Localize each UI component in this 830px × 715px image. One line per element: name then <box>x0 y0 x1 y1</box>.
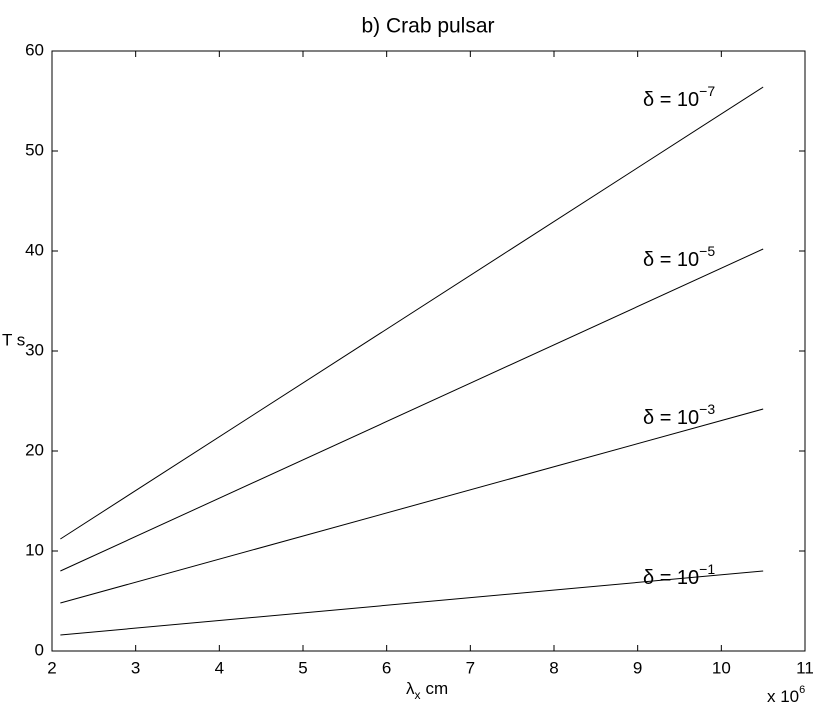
x-axis-label: λx cm <box>406 679 448 702</box>
x-multiplier-base: x 10 <box>767 687 799 706</box>
series-line <box>60 86 764 540</box>
x-tick-label: 9 <box>633 658 642 677</box>
x-tick-label: 2 <box>47 658 56 677</box>
y-axis-label: T s <box>2 330 25 349</box>
series-label-base: δ = 10 <box>643 567 699 589</box>
chart-title: b) Crab pulsar <box>361 15 494 38</box>
series-label: δ = 10−3 <box>643 401 715 430</box>
series-label-exp: −5 <box>699 243 715 259</box>
x-axis-label-sub: x <box>415 688 421 702</box>
series-label-exp: −1 <box>699 561 715 577</box>
series-label-exp: −7 <box>699 83 715 99</box>
x-tick-label: 3 <box>131 658 140 677</box>
y-tick-label: 30 <box>25 340 44 359</box>
x-tick-label: 4 <box>215 658 224 677</box>
x-tick-label: 10 <box>712 658 731 677</box>
y-tick-label: 20 <box>25 440 44 459</box>
x-axis-label-symbol: λ <box>406 679 415 698</box>
y-tick-label: 50 <box>25 140 44 159</box>
series-line <box>60 408 764 604</box>
series-line <box>60 248 764 572</box>
series-label-base: δ = 10 <box>643 89 699 111</box>
x-multiplier: x 106 <box>767 684 805 707</box>
series-line <box>60 570 764 636</box>
series-label: δ = 10−1 <box>643 561 715 590</box>
y-tick-label: 0 <box>35 640 44 659</box>
x-axis-label-unit: cm <box>426 679 449 698</box>
x-tick-label: 11 <box>796 658 814 677</box>
x-tick-label: 8 <box>549 658 558 677</box>
x-tick-label: 6 <box>382 658 391 677</box>
x-tick-label: 5 <box>298 658 307 677</box>
x-tick-label: 7 <box>466 658 475 677</box>
series-label-base: δ = 10 <box>643 249 699 271</box>
y-tick-label: 40 <box>25 240 44 259</box>
y-tick-label: 60 <box>25 40 44 59</box>
x-multiplier-exp: 6 <box>799 684 805 696</box>
series-label: δ = 10−7 <box>643 83 715 112</box>
y-tick-label: 10 <box>25 540 44 559</box>
series-label-exp: −3 <box>699 401 715 417</box>
series-label: δ = 10−5 <box>643 243 715 272</box>
series-label-base: δ = 10 <box>643 407 699 429</box>
